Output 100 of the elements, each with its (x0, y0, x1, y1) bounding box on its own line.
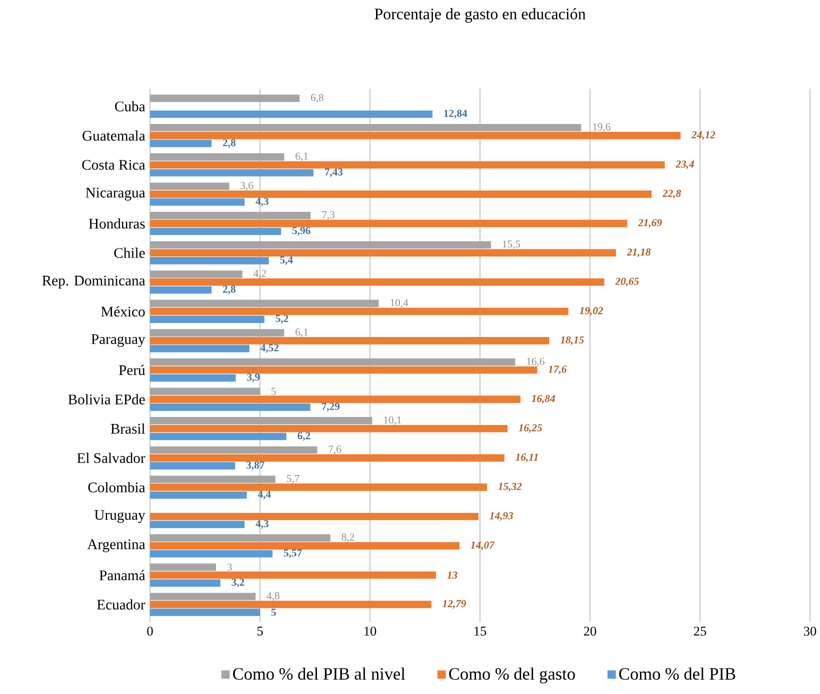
data-label: 4,8 (266, 592, 280, 601)
data-label: 21,69 (638, 219, 662, 228)
data-label: 5,2 (276, 314, 288, 324)
bar (150, 417, 372, 424)
data-label: 16,84 (532, 394, 556, 404)
data-label: 23,4 (676, 160, 694, 170)
bar (150, 608, 260, 616)
bar (150, 212, 311, 220)
y-tick-label: Brasil (110, 423, 146, 434)
legend-label: Como % del PIB al nivel (233, 668, 406, 680)
data-label: 22,8 (662, 190, 681, 199)
data-label: 4,2 (254, 270, 266, 278)
data-label: 16,11 (516, 454, 538, 462)
data-label: 6,1 (296, 328, 308, 338)
bar (150, 454, 504, 462)
x-tick-label: 25 (694, 626, 706, 636)
data-label: 12,79 (442, 600, 466, 609)
bar (150, 344, 250, 352)
data-label: 12,84 (444, 110, 468, 119)
y-tick-label: Guatemala (82, 130, 146, 141)
y-tick-label: México (101, 306, 145, 317)
data-label: 6,2 (298, 432, 310, 441)
data-label: 7,3 (322, 211, 334, 220)
y-tick-label: El Salvador (77, 452, 146, 464)
bar (150, 190, 652, 198)
bar (150, 579, 220, 587)
bar (150, 432, 286, 440)
data-label: 5,7 (286, 475, 300, 484)
bar (150, 153, 284, 161)
data-label: 20,65 (615, 278, 639, 286)
data-label: 15,5 (502, 240, 520, 250)
bar (150, 228, 282, 236)
bar (150, 124, 582, 132)
data-label: 8,2 (342, 534, 354, 542)
bar (150, 249, 616, 256)
bar (150, 308, 568, 316)
y-tick-label: Paraguay (91, 334, 146, 348)
data-label: 16,6 (527, 358, 544, 366)
bar (150, 94, 300, 102)
legend-label: Como % del PIB (619, 668, 736, 680)
bar (150, 534, 330, 542)
y-tick-label: Panamá (99, 570, 146, 580)
chart-title: Porcentaje de gasto en educación (374, 8, 586, 23)
bar (150, 241, 491, 249)
x-tick-label: 10 (364, 626, 376, 636)
bar (150, 169, 314, 176)
bar (150, 366, 538, 374)
data-label: 16,25 (518, 424, 542, 433)
y-tick-label: Rep. Dominicana (42, 276, 146, 288)
data-label: 15,32 (498, 482, 522, 492)
data-label: 7,29 (322, 402, 340, 412)
data-label: 21,18 (626, 248, 651, 258)
bar (150, 542, 460, 550)
data-label: 10,4 (390, 299, 408, 308)
bar (150, 512, 478, 520)
y-tick-label: Colombia (88, 482, 146, 492)
data-label: 3,6 (240, 182, 254, 191)
data-label: 19,02 (580, 307, 604, 316)
bar (150, 182, 230, 190)
bar (150, 484, 488, 491)
bar (150, 300, 379, 308)
data-label: 7,6 (328, 446, 342, 454)
bar (150, 374, 236, 382)
bar (150, 278, 604, 286)
data-label: 6,1 (296, 152, 308, 162)
data-label: 18,15 (560, 336, 584, 346)
data-label: 17,6 (548, 366, 567, 374)
data-label: 3,9 (247, 374, 260, 382)
data-label: 5 (272, 388, 276, 395)
bar (150, 140, 212, 148)
bar (150, 571, 436, 579)
bar (150, 476, 276, 483)
y-tick-label: Bolivia EPde (68, 394, 145, 404)
bar (150, 337, 550, 344)
x-tick-label: 20 (584, 626, 596, 636)
bar (150, 564, 216, 571)
y-tick-label: Cuba (115, 101, 146, 112)
data-label: 4,3 (256, 198, 268, 206)
bar (150, 592, 256, 600)
bar (150, 388, 260, 396)
data-label: 5 (271, 608, 276, 616)
bar (150, 358, 516, 366)
bar (150, 132, 681, 140)
bar (150, 491, 247, 499)
x-tick-label: 0 (147, 626, 153, 636)
bar (150, 220, 628, 228)
y-tick-label: Uruguay (94, 510, 146, 523)
y-tick-label: Nicaragua (86, 188, 146, 201)
data-label: 10,1 (384, 416, 402, 426)
bar (150, 286, 212, 294)
x-tick-label: 30 (804, 626, 816, 636)
y-tick-label: Chile (114, 248, 145, 258)
y-tick-label: Argentina (87, 539, 146, 552)
data-label: 3,87 (246, 461, 264, 470)
bar (150, 446, 318, 454)
x-tick-label: 5 (257, 626, 263, 636)
bar (150, 316, 264, 323)
y-tick-label: Perú (118, 364, 146, 376)
data-label: 13 (447, 572, 458, 579)
x-tick-label: 15 (474, 626, 486, 636)
